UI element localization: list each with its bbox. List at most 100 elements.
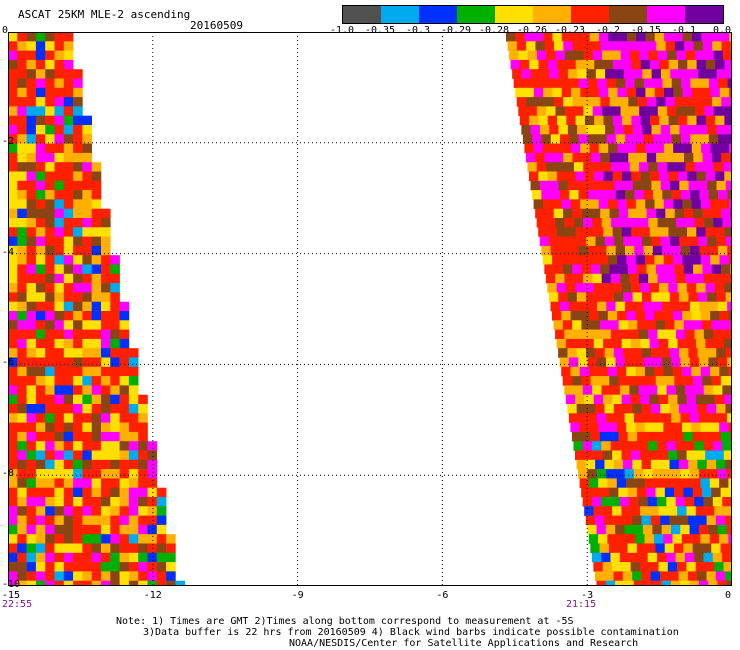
swath-cell: [723, 450, 732, 461]
swath-cell: [567, 125, 578, 135]
swath-cell: [605, 524, 616, 535]
swath-cell: [82, 218, 92, 228]
swath-cell: [156, 580, 167, 586]
swath-cell: [658, 394, 669, 405]
swath-cell: [686, 450, 697, 461]
swath-cell: [605, 125, 615, 135]
swath-cell: [662, 78, 673, 89]
swath-cell: [119, 534, 130, 544]
swath-cell: [525, 152, 536, 163]
swath-cell: [688, 292, 699, 302]
swath-cell: [128, 385, 139, 395]
swath-cell: [45, 115, 55, 126]
x-tick-label: -3: [581, 590, 594, 601]
swath-cell: [119, 394, 130, 405]
swath-cell: [680, 134, 691, 144]
swath-cell: [17, 329, 27, 340]
swath-cell: [719, 478, 729, 488]
swath-cell: [675, 552, 686, 563]
swath-cell: [685, 329, 695, 340]
swath-cell: [700, 255, 711, 265]
swath-cell: [35, 50, 46, 61]
swath-cell: [654, 143, 665, 154]
swath-cell: [586, 292, 596, 302]
swath-cell: [45, 487, 55, 498]
swath-cell: [704, 106, 714, 116]
swath-cell: [687, 115, 697, 126]
swath-cell: [35, 543, 46, 554]
swath-cell: [128, 357, 139, 368]
swath-cell: [713, 218, 723, 228]
swath-cell: [608, 143, 618, 154]
swath-cell: [669, 348, 680, 358]
swath-cell: [556, 283, 567, 293]
swath-cell: [688, 515, 698, 526]
swath-cell: [632, 459, 642, 470]
swath-cell: [617, 87, 628, 98]
swath-cell: [641, 404, 652, 414]
swath-cell: [726, 524, 732, 535]
swath-cell: [612, 115, 623, 126]
swath-cell: [54, 106, 65, 116]
swath-cell: [670, 125, 680, 135]
swath-cell: [630, 506, 641, 516]
swath-cell: [54, 208, 65, 219]
swath-cell: [725, 459, 732, 470]
swath-cell: [623, 236, 634, 247]
swath-cell: [524, 87, 535, 98]
swath-cell: [666, 162, 677, 172]
swath-cell: [694, 218, 705, 228]
swath-cell: [587, 524, 597, 535]
colorbar-segment: [495, 6, 533, 23]
swath-cell: [689, 357, 700, 368]
swath-cell: [674, 543, 684, 554]
swath-cell: [691, 255, 702, 265]
swath-cell: [45, 125, 55, 135]
swath-cell: [542, 255, 553, 265]
swath-cell: [539, 236, 550, 247]
swath-cell: [710, 32, 721, 42]
swath-cell: [8, 208, 18, 219]
swath-cell: [654, 366, 664, 377]
note-line-2: 3)Data buffer is 22 hrs from 20160509 4)…: [143, 627, 679, 638]
swath-cell: [704, 218, 714, 228]
swath-cell: [608, 199, 618, 209]
swath-cell: [678, 59, 688, 70]
swath-cell: [686, 506, 697, 516]
swath-cell: [110, 404, 120, 414]
swath-cell: [604, 348, 615, 358]
swath-cell: [566, 115, 576, 126]
swath-cell: [727, 245, 732, 256]
swath-cell: [646, 431, 656, 442]
swath-cell: [26, 106, 37, 116]
swath-cell: [662, 190, 672, 200]
swath-cell: [692, 543, 703, 554]
swath-cell: [533, 32, 544, 42]
swath-cell: [586, 125, 597, 135]
swath-cell: [718, 190, 728, 200]
swath-cell: [629, 441, 639, 451]
colorbar-segment: [571, 6, 609, 23]
swath-cell: [667, 50, 677, 61]
swath-cell: [722, 50, 732, 61]
swath-cell: [82, 264, 92, 275]
swath-cell: [662, 245, 672, 256]
swath-cell: [627, 487, 638, 498]
swath-cell: [701, 87, 711, 98]
swath-cell: [638, 218, 649, 228]
swath-cell: [63, 283, 74, 293]
swath-cell: [612, 227, 623, 237]
swath-cell: [138, 506, 148, 516]
swath-cell: [603, 171, 613, 182]
swath-cell: [128, 441, 139, 451]
swath-cell: [128, 515, 139, 526]
swath-cell: [54, 162, 65, 172]
swath-cell: [697, 515, 707, 526]
swath-cell: [685, 218, 696, 228]
swath-cell: [577, 125, 587, 135]
swath-cell: [623, 292, 633, 302]
swath-cell: [54, 134, 65, 144]
swath-cell: [45, 497, 55, 507]
swath-cell: [17, 450, 27, 461]
swath-cell: [73, 543, 83, 554]
